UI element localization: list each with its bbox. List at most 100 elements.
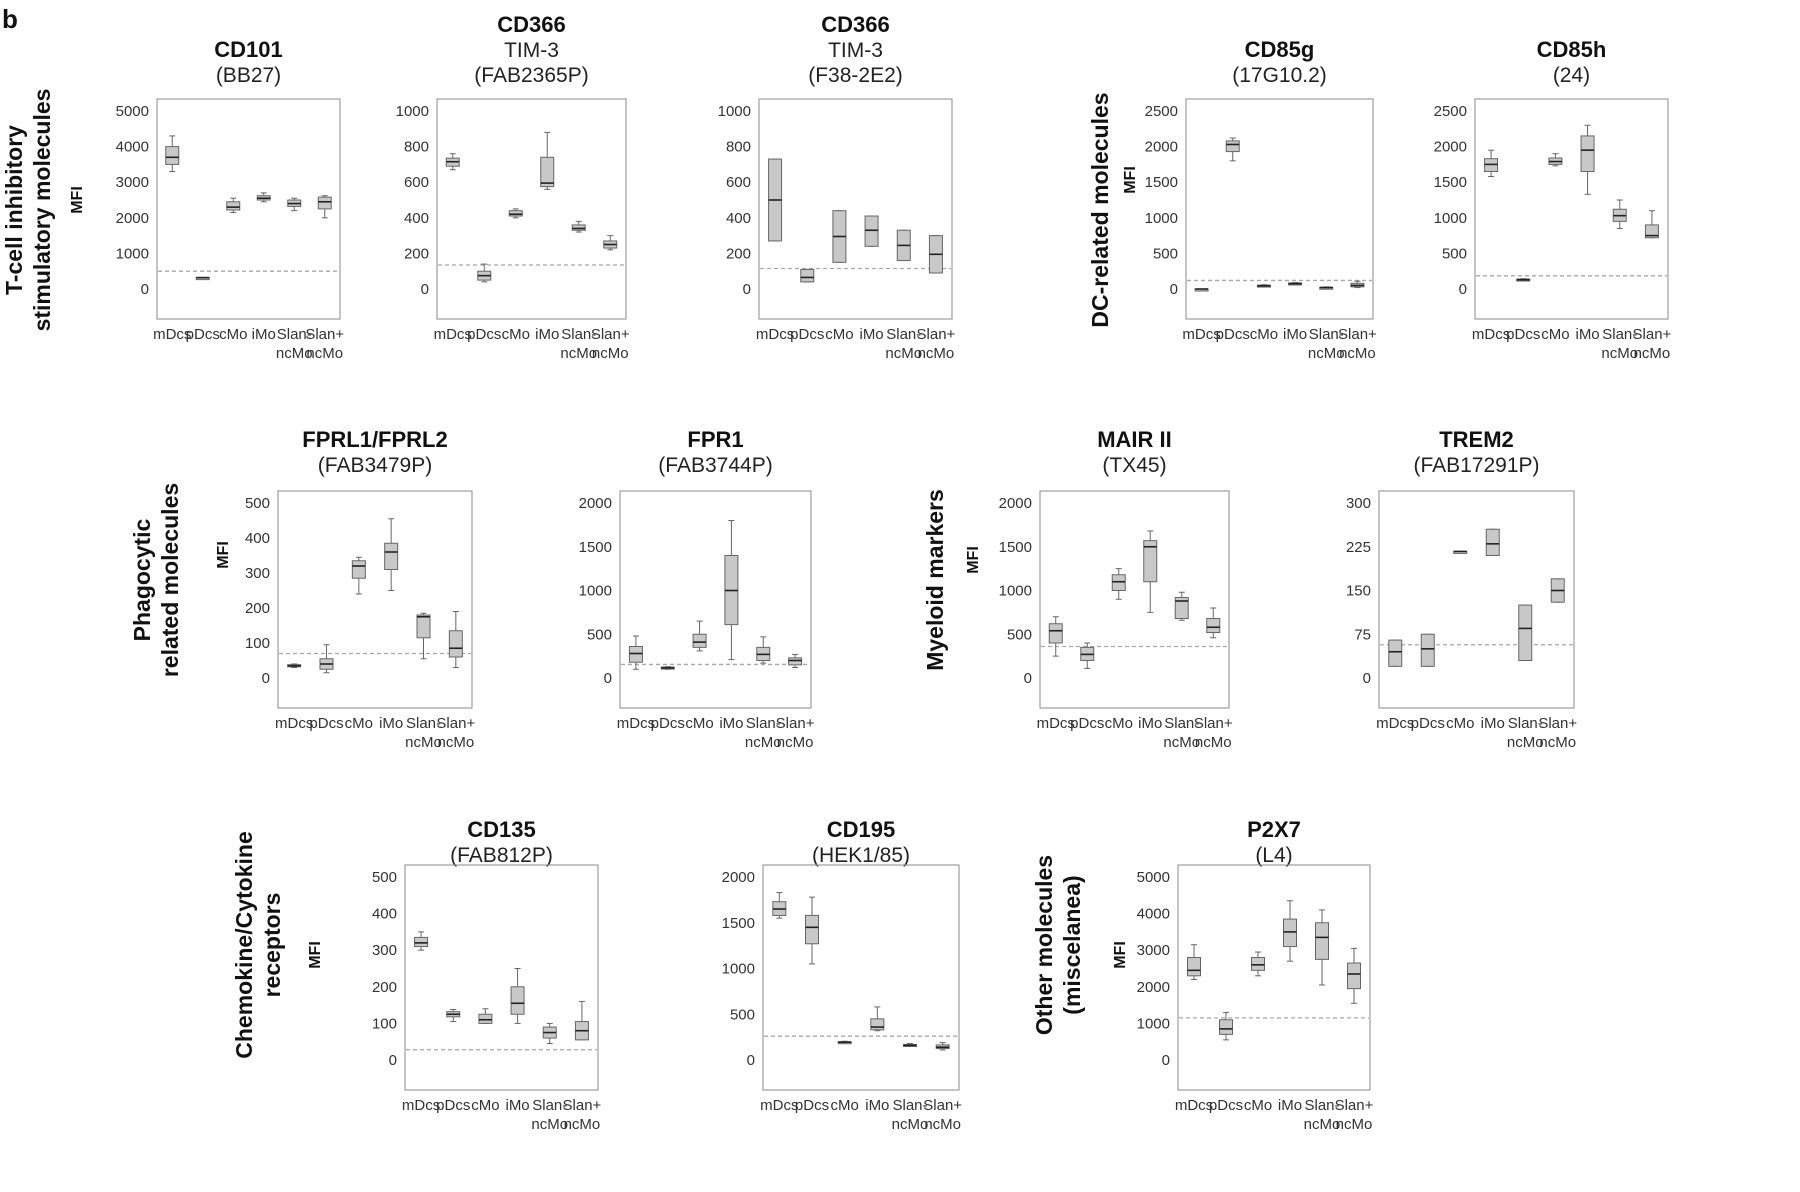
plot-frame [436,98,627,320]
y-tick-label: 0 [747,1052,755,1069]
x-category-label: ncMo [276,345,313,362]
x-category-label: mDcs [1376,715,1414,732]
box-body [1111,574,1126,591]
x-category-label: iMo [859,326,883,343]
y-tick-label: 800 [726,139,751,156]
box-0 [768,158,783,242]
x-category-label: pDcs [790,326,824,343]
row-label-row-3-left: Chemokine/Cytokine [231,831,257,1059]
x-category-label: Slan+ [305,326,344,343]
chart-subtitle: (FAB2365P) [474,64,588,87]
x-category-label: pDcs [186,326,220,343]
box-body [1518,604,1533,661]
chart-cd85g: CD85g(17G10.2) 0 500 1000 1500 2000 2500 mDcspD… [1145,37,1377,362]
x-category-label: ncMo [1634,345,1671,362]
x-category-label: mDcs [275,715,313,732]
box-2 [1548,153,1563,167]
box-4 [1319,286,1334,290]
y-tick-label: 225 [1346,539,1371,556]
x-category-label: ncMo [1336,1116,1373,1133]
x-category-label: ncMo [745,734,782,751]
box-body [1315,922,1329,960]
box-1 [319,644,334,674]
y-tick-label: 0 [141,281,149,298]
y-tick-label: 0 [389,1052,397,1069]
box-body [571,224,586,231]
plot-frame [1474,98,1669,320]
x-category-label: cMo [1244,1097,1272,1114]
box-body [805,914,819,945]
x-category-label: mDcs [153,326,191,343]
box-5 [1350,280,1365,289]
x-category-label: Slan+ [591,326,630,343]
x-category-label: mDcs [1182,326,1220,343]
x-category-label: Slan- [277,326,312,343]
x-category-label: mDcs [1175,1097,1213,1114]
x-category-label: ncMo [531,1116,568,1133]
x-category-label: Slan+ [1335,1097,1374,1114]
box-body [788,657,803,666]
mfi-axis-label: MFI [965,546,982,574]
row-label-row-2-left: Phagocytic [129,518,155,641]
box-4 [896,229,911,262]
x-category-label: cMo [830,1097,858,1114]
row-label-row-3-left: receptors [259,893,285,998]
box-body [1644,224,1659,239]
box-body [1143,540,1158,583]
row-label-row-1-left: T-cell inhibitory [1,125,27,295]
x-category-label: ncMo [885,345,922,362]
chart-title: CD366 [497,12,565,37]
box-body [1206,618,1221,633]
x-category-label: Slan+ [1338,326,1377,343]
box-body [510,986,525,1015]
y-tick-label: 2000 [1145,139,1178,156]
chart-fprl1-fprl2: FPRL1/FPRL2(FAB3479P) 0 100 200 300 400 500 mDc… [245,427,475,751]
box-1 [1080,642,1095,669]
chart-subtitle: (FAB17291P) [1413,454,1539,477]
y-tick-label: 1500 [1145,174,1178,191]
x-category-label: Slan+ [1194,715,1233,732]
row-label-row-2-right: Myeloid markers [922,489,948,671]
box-body [1219,1019,1233,1035]
x-category-label: cMo [1541,326,1569,343]
box-5 [603,235,618,251]
chart-subtitle: (BB27) [216,64,281,87]
y-tick-label: 500 [372,869,397,886]
y-tick-label: 1000 [396,103,429,120]
box-0 [414,931,429,951]
mfi-axis-label: MFI [1122,166,1139,194]
chart-title: MAIR II [1097,427,1172,452]
x-category-label: cMo [345,715,373,732]
y-tick-label: 500 [730,1006,755,1023]
chart-subtitle: TIM-3 [828,39,883,62]
y-tick-label: 800 [404,139,429,156]
box-2 [692,620,707,652]
box-0 [1194,288,1209,292]
y-tick-label: 600 [726,174,751,191]
x-category-label: Slan- [1304,1097,1339,1114]
box-3 [724,520,739,661]
x-category-label: ncMo [1195,734,1232,751]
y-tick-label: 1000 [718,103,751,120]
x-category-label: ncMo [405,734,442,751]
y-tick-label: 100 [245,635,270,652]
chart-title: FPRL1/FPRL2 [302,427,447,452]
chart-subtitle: (HEK1/85) [812,844,910,867]
x-category-label: pDcs [1070,715,1104,732]
x-category-label: Slan+ [1538,715,1577,732]
box-4 [903,1043,917,1047]
box-2 [1111,568,1126,600]
box-body [478,1013,493,1024]
y-tick-label: 1500 [1434,174,1467,191]
y-tick-label: 0 [262,670,270,687]
box-body [508,210,523,217]
box-5 [1347,947,1361,1004]
x-category-label: pDcs [309,715,343,732]
box-5 [1644,210,1659,239]
x-category-label: ncMo [1163,734,1200,751]
y-tick-label: 600 [404,174,429,191]
x-category-label: Slan- [1602,326,1637,343]
box-body [1283,918,1297,948]
y-tick-label: 75 [1354,626,1371,643]
